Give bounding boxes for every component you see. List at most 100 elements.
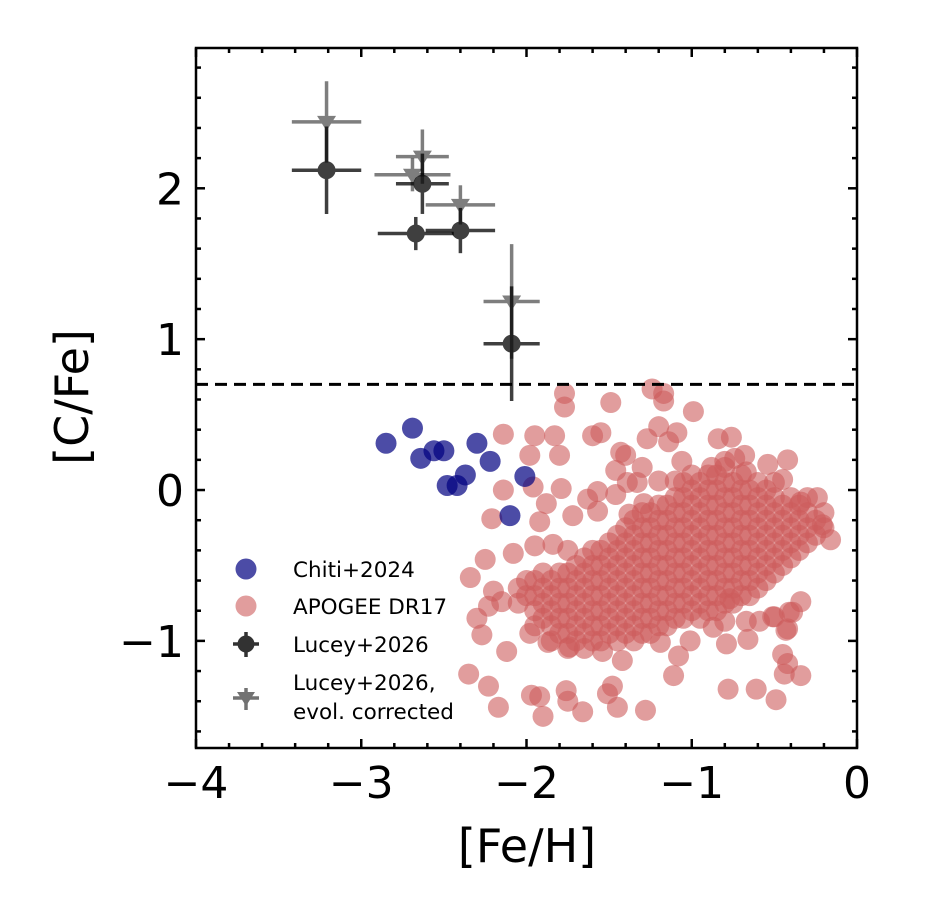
chiti-point (401, 417, 423, 439)
lucey-point (377, 216, 454, 251)
apogee-point (714, 610, 736, 632)
lucey-point (483, 286, 540, 402)
apogee-point (605, 484, 627, 506)
y-axis-label: [C/Fe] (45, 329, 99, 465)
chiti-point (446, 475, 468, 496)
chiti-point (479, 450, 501, 472)
lucey-point-marker (451, 221, 470, 240)
apogee-point (634, 699, 656, 721)
x-tick-label: −3 (329, 758, 394, 809)
y-tick-label: 1 (156, 315, 184, 366)
apogee-point (719, 588, 741, 610)
apogee-point (458, 663, 480, 685)
apogee-point (606, 696, 628, 718)
apogee-point (745, 678, 767, 700)
lucey-evol-point (374, 158, 451, 192)
apogee-point (601, 675, 623, 697)
legend-label-lucey: Lucey+2026 (293, 633, 429, 658)
apogee-point (778, 601, 800, 623)
apogee-point (682, 401, 704, 423)
apogee-point (649, 631, 671, 653)
apogee-point (592, 640, 614, 662)
x-tick-label: −4 (164, 758, 229, 809)
apogee-point (735, 461, 757, 483)
legend-marker-lucey-evol (233, 688, 259, 710)
apogee-point (471, 624, 493, 646)
apogee-point (626, 471, 648, 493)
apogee-point (590, 422, 612, 444)
apogee-point (666, 422, 688, 444)
legend-label-apogee: APOGEE DR17 (293, 595, 447, 620)
apogee-point (558, 636, 580, 658)
tick-labels: −4 −3 −2 −1 0 −1 0 1 2 (119, 164, 871, 809)
apogee-point (648, 416, 670, 438)
lucey-series (291, 126, 540, 402)
lucey-point-marker (413, 174, 432, 193)
apogee-point (466, 607, 488, 629)
x-tick-label: 0 (843, 758, 871, 809)
apogee-point (529, 511, 551, 533)
apogee-point (777, 449, 799, 471)
chiti-point (433, 440, 455, 462)
apogee-point (481, 508, 503, 530)
apogee-point (701, 456, 723, 478)
apogee-point (717, 678, 739, 700)
apogee-point (715, 633, 737, 655)
x-axis-label: [Fe/H] (458, 819, 596, 873)
legend-marker-apogee (235, 595, 257, 617)
apogee-point (554, 396, 576, 418)
lucey-evol-point-marker (450, 198, 470, 214)
apogee-point (549, 444, 571, 466)
apogee-point (671, 450, 693, 472)
apogee-point (664, 470, 686, 492)
lucey-evol-point-marker (402, 168, 422, 184)
apogee-point (587, 500, 609, 522)
apogee-point (487, 696, 509, 718)
lucey-point (395, 153, 449, 214)
x-tick-label: −2 (494, 758, 559, 809)
apogee-point (474, 548, 496, 570)
apogee-point (587, 481, 609, 503)
legend: Chiti+2024 APOGEE DR17 Lucey+2026 Lucey+… (233, 558, 454, 725)
apogee-point (550, 478, 572, 500)
apogee-point (679, 630, 701, 652)
apogee-point (615, 444, 637, 466)
apogee-point (790, 665, 812, 687)
apogee-point (544, 425, 566, 447)
chiti-point (466, 432, 488, 454)
apogee-point (611, 650, 633, 671)
apogee-point (496, 640, 518, 662)
x-tick-label: −1 (659, 758, 724, 809)
apogee-point (492, 479, 514, 501)
apogee-point (535, 493, 557, 515)
apogee-point (492, 423, 514, 445)
apogee-point (653, 390, 675, 412)
apogee-point (720, 426, 742, 448)
y-tick-label: −1 (119, 617, 184, 668)
apogee-point (806, 487, 828, 509)
chiti-point (375, 432, 397, 454)
apogee-point (572, 701, 594, 723)
legend-label-lucey-evol-line1: Lucey+2026, (293, 671, 436, 696)
apogee-point (790, 491, 812, 513)
apogee-point (775, 619, 797, 641)
apogee-point (477, 675, 499, 697)
apogee-point (502, 542, 524, 564)
apogee-point (557, 690, 579, 712)
lucey-evol-point-marker (317, 115, 337, 131)
legend-label-chiti: Chiti+2024 (293, 558, 415, 583)
legend-marker-chiti (235, 558, 257, 580)
apogee-point (811, 514, 833, 536)
chiti-point (499, 505, 521, 527)
apogee-point (663, 665, 685, 687)
lucey-point (291, 126, 362, 214)
apogee-point (618, 503, 640, 525)
apogee-point (562, 505, 584, 527)
apogee-point (773, 663, 795, 685)
apogee-point (524, 425, 546, 447)
apogee-point (772, 468, 794, 490)
apogee-point (648, 470, 670, 492)
apogee-point (532, 705, 554, 727)
apogee-point (737, 628, 759, 650)
